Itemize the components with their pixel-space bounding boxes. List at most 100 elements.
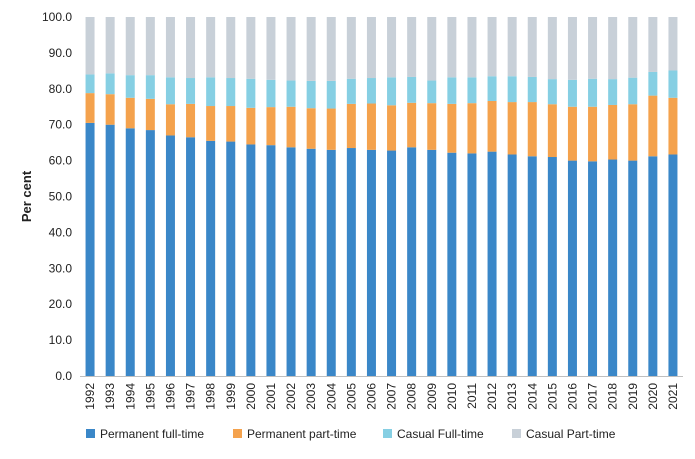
bar-segment-casual-full-time-1993 [105, 73, 115, 95]
x-tick-label: 2003 [304, 383, 318, 410]
bars [85, 17, 678, 377]
x-tick-label: 2015 [545, 383, 559, 410]
bar-segment-permanent-full-time-2014 [527, 156, 537, 376]
y-tick-label: 100.0 [42, 10, 72, 24]
x-tick-label: 2002 [284, 383, 298, 410]
x-tick-label: 2017 [586, 383, 600, 410]
bar-segment-permanent-full-time-2009 [427, 149, 437, 376]
x-tick-label: 1999 [224, 383, 238, 410]
bar-segment-permanent-part-time-1999 [226, 106, 236, 142]
bar-segment-permanent-part-time-2015 [547, 104, 557, 158]
x-tick-label: 2016 [565, 383, 579, 410]
bar-segment-casual-part-time-2021 [668, 17, 678, 71]
bar-segment-casual-full-time-1992 [85, 74, 95, 94]
bar-segment-permanent-part-time-1996 [165, 104, 175, 136]
bar-segment-permanent-part-time-2006 [366, 103, 376, 150]
bar-segment-permanent-part-time-2016 [567, 106, 577, 161]
bar-segment-casual-full-time-2011 [467, 77, 477, 104]
bar-segment-permanent-part-time-2019 [628, 104, 638, 161]
bar-segment-casual-part-time-2019 [628, 17, 638, 78]
bar-segment-permanent-full-time-1999 [226, 141, 236, 376]
bar-segment-permanent-part-time-2017 [588, 106, 598, 162]
bar-segment-casual-part-time-2002 [286, 17, 296, 81]
bar-segment-casual-full-time-2001 [266, 79, 276, 108]
bar-segment-permanent-full-time-2010 [447, 152, 457, 376]
legend-label-permanent-full-time: Permanent full-time [100, 427, 204, 441]
bar-segment-casual-full-time-1998 [206, 77, 216, 107]
x-tick-label: 2006 [364, 383, 378, 410]
bar-segment-permanent-part-time-2000 [246, 107, 256, 145]
y-tick-label: 30.0 [49, 261, 73, 275]
bar-segment-permanent-part-time-2018 [608, 104, 618, 160]
bar-segment-casual-full-time-2018 [608, 79, 618, 105]
x-tick-label: 2008 [405, 383, 419, 410]
legend-swatch-casual-full-time [383, 429, 392, 438]
x-tick-label: 2012 [485, 383, 499, 410]
bar-segment-casual-full-time-2015 [547, 79, 557, 105]
bar-segment-permanent-part-time-1992 [85, 93, 95, 123]
bar-segment-casual-part-time-1992 [85, 17, 95, 75]
bar-segment-casual-full-time-2000 [246, 78, 256, 108]
x-tick-label: 2007 [385, 383, 399, 410]
x-tick-label: 2001 [264, 383, 278, 410]
bar-segment-permanent-part-time-2007 [387, 105, 397, 151]
bar-segment-casual-part-time-2003 [306, 17, 316, 81]
bar-segment-permanent-part-time-2001 [266, 107, 276, 146]
bar-segment-permanent-part-time-2010 [447, 103, 457, 153]
bar-segment-permanent-full-time-2018 [608, 159, 618, 376]
bar-segment-permanent-full-time-2001 [266, 145, 276, 376]
bar-segment-permanent-part-time-1998 [206, 106, 216, 141]
bar-segment-casual-part-time-2014 [527, 17, 537, 77]
bar-segment-casual-part-time-2004 [326, 17, 336, 81]
bar-segment-permanent-full-time-2021 [668, 154, 678, 376]
bar-segment-casual-full-time-2007 [387, 77, 397, 106]
bar-segment-permanent-full-time-1994 [125, 128, 135, 376]
y-tick-label: 0.0 [55, 369, 72, 383]
bar-segment-permanent-part-time-2013 [507, 102, 517, 155]
x-tick-label: 2014 [525, 383, 539, 410]
x-tick-label: 2010 [445, 383, 459, 410]
bar-segment-casual-part-time-2011 [467, 17, 477, 78]
legend-swatch-permanent-full-time [86, 429, 95, 438]
bar-segment-permanent-full-time-1992 [85, 122, 95, 376]
x-tick-label: 1998 [204, 383, 218, 410]
bar-segment-casual-full-time-2008 [407, 76, 417, 103]
x-tick-label: 1992 [83, 383, 97, 410]
bar-segment-permanent-full-time-1995 [145, 130, 155, 376]
bar-segment-permanent-part-time-1994 [125, 97, 135, 129]
x-tick-label: 2011 [465, 383, 479, 409]
bar-segment-casual-full-time-2014 [527, 76, 537, 103]
bar-segment-permanent-full-time-1993 [105, 124, 115, 376]
bar-segment-casual-full-time-2016 [567, 79, 577, 107]
bar-segment-casual-part-time-1995 [145, 17, 155, 76]
bar-segment-casual-part-time-2006 [366, 17, 376, 79]
bar-segment-casual-part-time-2000 [246, 17, 256, 79]
x-tick-label: 2020 [646, 383, 660, 410]
bar-segment-casual-full-time-1995 [145, 75, 155, 99]
x-tick-label: 2021 [666, 383, 680, 410]
bar-segment-casual-part-time-2010 [447, 17, 457, 78]
y-tick-label: 60.0 [49, 154, 73, 168]
bar-segment-permanent-full-time-2012 [487, 151, 497, 377]
bar-segment-permanent-full-time-2019 [628, 160, 638, 376]
y-tick-label: 70.0 [49, 118, 73, 132]
x-tick-label: 1993 [103, 383, 117, 410]
bar-segment-permanent-part-time-1993 [105, 94, 115, 125]
bar-segment-casual-part-time-1999 [226, 17, 236, 79]
x-tick-label: 2013 [505, 383, 519, 410]
bar-segment-casual-part-time-2009 [427, 17, 437, 81]
bar-segment-permanent-part-time-2012 [487, 101, 497, 152]
bar-segment-permanent-full-time-2000 [246, 144, 256, 376]
bar-segment-permanent-full-time-2003 [306, 148, 316, 376]
x-tick-label: 1994 [123, 383, 137, 410]
bar-segment-casual-part-time-2018 [608, 17, 618, 80]
bar-segment-casual-part-time-1994 [125, 17, 135, 76]
bar-segment-permanent-full-time-2017 [588, 161, 598, 376]
y-tick-label: 80.0 [49, 82, 73, 96]
bar-segment-permanent-full-time-2008 [407, 147, 417, 376]
bar-segment-casual-full-time-2005 [346, 78, 356, 104]
bar-segment-casual-full-time-2010 [447, 77, 457, 104]
legend-swatch-casual-part-time [512, 429, 521, 438]
x-tick-label: 2000 [244, 383, 258, 410]
